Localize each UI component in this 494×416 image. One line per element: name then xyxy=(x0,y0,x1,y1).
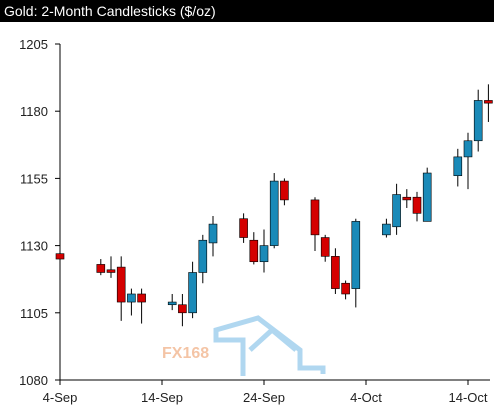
candle-body xyxy=(422,172,432,222)
x-tick-label: 14-Oct xyxy=(448,390,487,405)
candle-body xyxy=(137,293,146,303)
candle-body xyxy=(198,239,208,273)
candle-body xyxy=(463,140,473,158)
candle-body xyxy=(331,256,340,289)
candle-body xyxy=(239,218,248,238)
candle-body xyxy=(55,253,65,260)
house-arrow-logo-icon xyxy=(213,315,326,376)
candle-up xyxy=(198,234,208,284)
candle-up xyxy=(259,229,269,273)
candle-down xyxy=(484,84,493,122)
y-tick-label: 1155 xyxy=(20,171,48,186)
candle-body xyxy=(188,272,197,314)
candle-up xyxy=(453,148,463,187)
candle-body xyxy=(259,245,269,263)
candle-body xyxy=(310,199,320,236)
candle-body xyxy=(167,301,177,306)
y-tick-label: 1105 xyxy=(20,306,48,321)
candle-down xyxy=(137,288,146,324)
y-tick-label: 1180 xyxy=(20,104,48,119)
candle-body xyxy=(269,180,279,246)
x-tick-label: 4-Oct xyxy=(350,390,382,405)
candle-body xyxy=(392,194,401,228)
candle-body xyxy=(453,156,463,177)
chart-title: Gold: 2-Month Candlesticks ($/oz) xyxy=(0,0,494,22)
candle-up xyxy=(463,132,473,190)
candle-body xyxy=(473,100,483,142)
candle-down xyxy=(412,191,422,222)
candle-body xyxy=(106,269,116,273)
candle-body xyxy=(351,221,361,289)
candle-body xyxy=(249,239,259,263)
y-tick-label: 1080 xyxy=(19,373,48,388)
candle-down xyxy=(96,259,106,276)
candle-up xyxy=(422,167,432,222)
candle-body xyxy=(484,100,493,104)
candle-down xyxy=(55,237,65,278)
y-tick-label: 1205 xyxy=(19,37,48,52)
watermark-text: FX168 xyxy=(162,345,209,362)
candle-up xyxy=(269,173,279,249)
candle-up xyxy=(351,218,361,308)
candle-body xyxy=(341,282,350,295)
x-tick-label: 4-Sep xyxy=(43,390,78,405)
candle-body xyxy=(382,223,391,236)
candle-up xyxy=(382,218,391,238)
candle-down xyxy=(249,232,259,265)
candle-up xyxy=(392,183,401,235)
x-tick-label: 24-Sep xyxy=(243,390,285,405)
chart-axes xyxy=(55,43,490,385)
watermark-arrow-icon xyxy=(248,326,298,352)
candle-down xyxy=(106,256,116,278)
candle-body xyxy=(178,304,187,314)
candle-up xyxy=(473,89,483,152)
candle-down xyxy=(320,234,330,262)
candle-up xyxy=(167,293,177,311)
candle-up xyxy=(188,261,197,319)
candle-body xyxy=(320,237,330,257)
candle-up xyxy=(127,288,136,316)
candles xyxy=(55,84,493,327)
candle-down xyxy=(341,280,350,300)
candle-up xyxy=(208,216,218,257)
candle-body xyxy=(402,196,412,201)
candle-down xyxy=(402,189,412,208)
candle-body xyxy=(412,196,422,214)
y-tick-label: 1130 xyxy=(20,239,48,254)
candle-body xyxy=(116,266,126,303)
candle-down xyxy=(178,293,187,327)
candle-body xyxy=(208,223,218,244)
candle-body xyxy=(280,180,289,201)
candle-body xyxy=(127,293,136,303)
candle-body xyxy=(96,264,106,273)
x-tick-label: 14-Sep xyxy=(141,390,183,405)
candle-down xyxy=(280,178,289,206)
candle-down xyxy=(310,197,320,251)
watermark-logo: FX168 xyxy=(162,315,326,376)
candle-down xyxy=(331,248,340,294)
tick-labels: 1080 1105 1130 1155 1180 1205 4-Sep 14-Sep 24-Se… xyxy=(19,37,488,405)
candle-down xyxy=(116,256,126,321)
candle-down xyxy=(239,213,248,243)
